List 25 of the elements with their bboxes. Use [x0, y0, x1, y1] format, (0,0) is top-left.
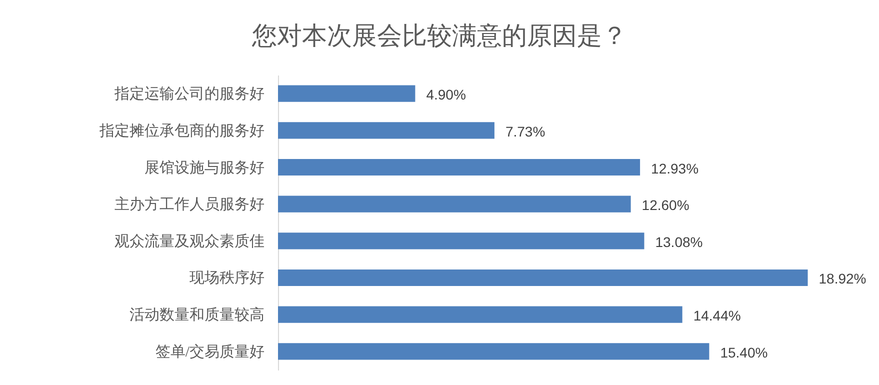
- y-tick-label: 现场秩序好: [190, 270, 264, 287]
- data-label: 12.60%: [642, 197, 690, 214]
- bar: [278, 306, 682, 323]
- data-label: 18.92%: [818, 270, 866, 287]
- bar: [278, 269, 808, 286]
- data-label: 14.44%: [693, 308, 741, 324]
- bar: [278, 196, 631, 212]
- data-label: 4.90%: [426, 86, 466, 103]
- bar: [278, 232, 644, 250]
- bar: [278, 343, 710, 360]
- y-tick-label: 观众流量及观众素质佳: [114, 232, 264, 250]
- y-tick-label: 指定摊位承包商的服务好: [98, 122, 264, 140]
- y-tick-label: 主办方工作人员服务好: [114, 196, 264, 214]
- y-tick-label: 展馆设施与服务好: [144, 159, 264, 176]
- data-label: 13.08%: [655, 234, 703, 250]
- y-tick-label: 签单/交易质量好: [155, 343, 264, 360]
- chart-title: 您对本次展会比较满意的原因是？: [251, 23, 627, 50]
- data-label: 7.73%: [505, 123, 546, 140]
- y-tick-label: 活动数量和质量较高: [130, 306, 264, 324]
- bar: [278, 158, 640, 176]
- data-label: 12.93%: [651, 160, 699, 176]
- bar: [278, 85, 416, 102]
- bar: [278, 122, 494, 139]
- y-tick-label: 指定运输公司的服务好: [114, 86, 264, 103]
- data-label: 15.40%: [720, 344, 768, 360]
